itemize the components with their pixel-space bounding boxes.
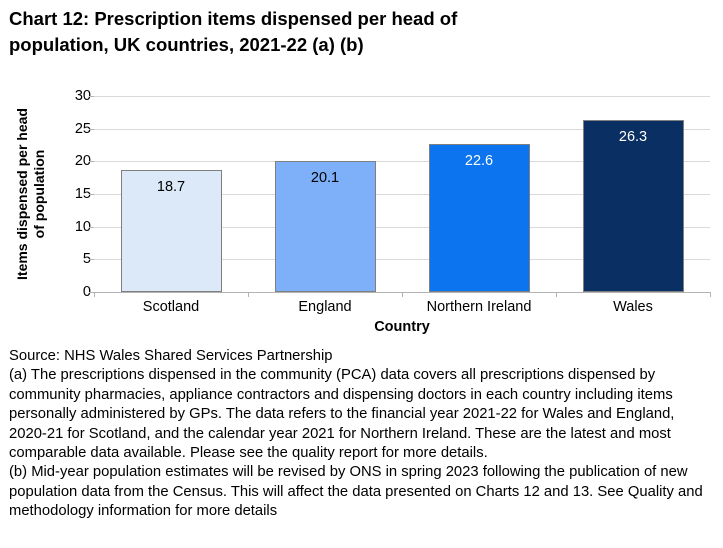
bar-northern-ireland: 22.6 xyxy=(428,144,530,292)
x-tick-mark-1 xyxy=(248,292,249,297)
chart-title: Chart 12: Prescription items dispensed p… xyxy=(9,6,457,58)
bar-value-label-scotland: 18.7 xyxy=(156,178,186,195)
bar-value-label-england: 20.1 xyxy=(310,169,340,186)
y-tick-label-10: 10 xyxy=(74,218,91,235)
y-tick-mark-30 xyxy=(89,96,94,97)
bar-chart: Items dispensed per head of population 0… xyxy=(14,88,711,335)
y-tick-mark-25 xyxy=(89,128,94,130)
x-axis-title: Country xyxy=(374,319,430,335)
category-label-northern-ireland: Northern Ireland xyxy=(426,299,532,315)
bar-value-label-northern-ireland: 22.6 xyxy=(464,153,494,170)
bar-wales: 26.3 xyxy=(582,120,684,292)
x-tick-mark-4 xyxy=(710,292,711,297)
gridline-y-20 xyxy=(94,161,710,163)
y-tick-mark-0 xyxy=(89,292,94,293)
category-label-england: England xyxy=(298,299,352,315)
y-tick-label-30: 30 xyxy=(74,88,91,104)
bar-england: 20.1 xyxy=(274,160,376,292)
y-tick-mark-20 xyxy=(89,161,94,163)
gridline-y-10 xyxy=(94,226,710,228)
y-tick-label-25: 25 xyxy=(74,120,91,137)
y-tick-label-15: 15 xyxy=(74,186,91,202)
footnote-a: (a) The prescriptions dispensed in the c… xyxy=(9,367,675,462)
source-note: Source: NHS Wales Shared Services Partne… xyxy=(9,348,333,364)
gridline-y-5 xyxy=(94,259,710,261)
chart-title-line-2: population, UK countries, 2021-22 (a) (b… xyxy=(9,34,364,55)
y-tick-mark-10 xyxy=(89,226,94,228)
bar-scotland: 18.7 xyxy=(120,169,222,292)
chart-footnotes: Source: NHS Wales Shared Services Partne… xyxy=(9,347,716,522)
y-tick-label-5: 5 xyxy=(82,251,91,268)
chart-title-line-1: Chart 12: Prescription items dispensed p… xyxy=(9,8,458,29)
footnote-b: (b) Mid-year population estimates will b… xyxy=(9,464,703,520)
y-tick-label-0: 0 xyxy=(82,284,91,300)
x-tick-mark-2 xyxy=(402,292,403,297)
x-tick-mark-3 xyxy=(556,292,557,297)
y-tick-mark-5 xyxy=(89,259,94,261)
y-tick-label-20: 20 xyxy=(74,153,91,170)
y-axis-title-line-1: Items dispensed per head xyxy=(14,108,30,280)
gridline-y-30 xyxy=(94,96,710,97)
bar-value-label-wales: 26.3 xyxy=(618,129,648,146)
category-label-wales: Wales xyxy=(613,299,653,315)
category-label-scotland: Scotland xyxy=(142,299,200,315)
y-tick-mark-15 xyxy=(89,194,94,195)
gridline-y-15 xyxy=(94,194,710,195)
plot-area: 18.7 20.1 22.6 26.3 xyxy=(94,96,710,292)
gridline-y-25 xyxy=(94,128,710,130)
x-tick-mark-0 xyxy=(94,292,95,297)
